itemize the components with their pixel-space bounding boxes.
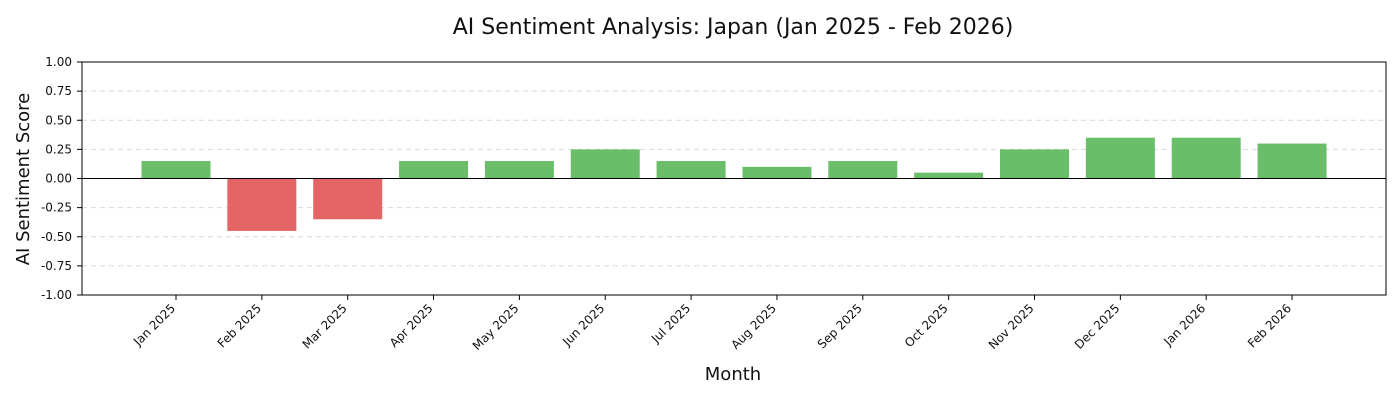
y-tick-label: -0.50 xyxy=(41,230,72,244)
bar xyxy=(1257,143,1327,179)
bar xyxy=(656,161,726,179)
x-tick-label: Aug 2025 xyxy=(728,301,779,352)
x-tick-label: Feb 2025 xyxy=(215,301,264,350)
x-tick-label: Jan 2026 xyxy=(1160,301,1208,349)
bar xyxy=(1000,149,1069,179)
x-tick-label: May 2025 xyxy=(470,301,522,353)
x-tick-label: Dec 2025 xyxy=(1072,301,1123,352)
x-tick-label: Nov 2025 xyxy=(986,301,1037,352)
bar xyxy=(570,149,640,179)
bar xyxy=(484,161,554,179)
y-axis-label: AI Sentiment Score xyxy=(13,93,34,266)
grid-lines xyxy=(82,90,1386,267)
x-tick-label: Jan 2025 xyxy=(130,301,178,349)
y-tick-label: 0.00 xyxy=(45,172,72,186)
x-tick-label: Oct 2025 xyxy=(902,301,951,350)
bar xyxy=(1085,137,1155,179)
bar xyxy=(227,178,297,231)
x-tick-label: Jul 2025 xyxy=(648,301,693,346)
x-tick-label: Apr 2025 xyxy=(387,301,436,350)
bar xyxy=(1171,137,1241,179)
y-tick-label: 0.50 xyxy=(45,113,72,127)
y-tick-label: -0.75 xyxy=(41,259,72,273)
bar xyxy=(141,161,211,179)
bar xyxy=(742,166,812,179)
x-tick-label: Sep 2025 xyxy=(815,301,865,351)
x-tick-label: Jun 2025 xyxy=(559,301,607,349)
x-tick-label: Feb 2026 xyxy=(1245,301,1294,350)
bars xyxy=(141,137,1327,231)
y-tick-label: 1.00 xyxy=(45,55,72,69)
x-tick-label: Mar 2025 xyxy=(300,301,350,351)
bar xyxy=(399,161,469,179)
y-tick-label: -0.25 xyxy=(41,201,72,215)
x-axis-ticks: Jan 2025 Feb 2025 Mar 2025 Apr 2025 May 2025… xyxy=(130,295,1294,353)
bar xyxy=(313,178,383,220)
x-axis-label: Month xyxy=(705,364,761,385)
y-axis-ticks: 1.00 0.75 0.50 0.25 0.00 -0.25 -0.50 -0.75 -1.00 xyxy=(41,55,82,302)
y-tick-label: -1.00 xyxy=(41,288,72,302)
chart-title: AI Sentiment Analysis: Japan (Jan 2025 -… xyxy=(453,15,1014,40)
y-tick-label: 0.75 xyxy=(45,84,72,98)
y-tick-label: 0.25 xyxy=(45,142,72,156)
bar xyxy=(914,172,984,179)
bar xyxy=(828,161,898,179)
